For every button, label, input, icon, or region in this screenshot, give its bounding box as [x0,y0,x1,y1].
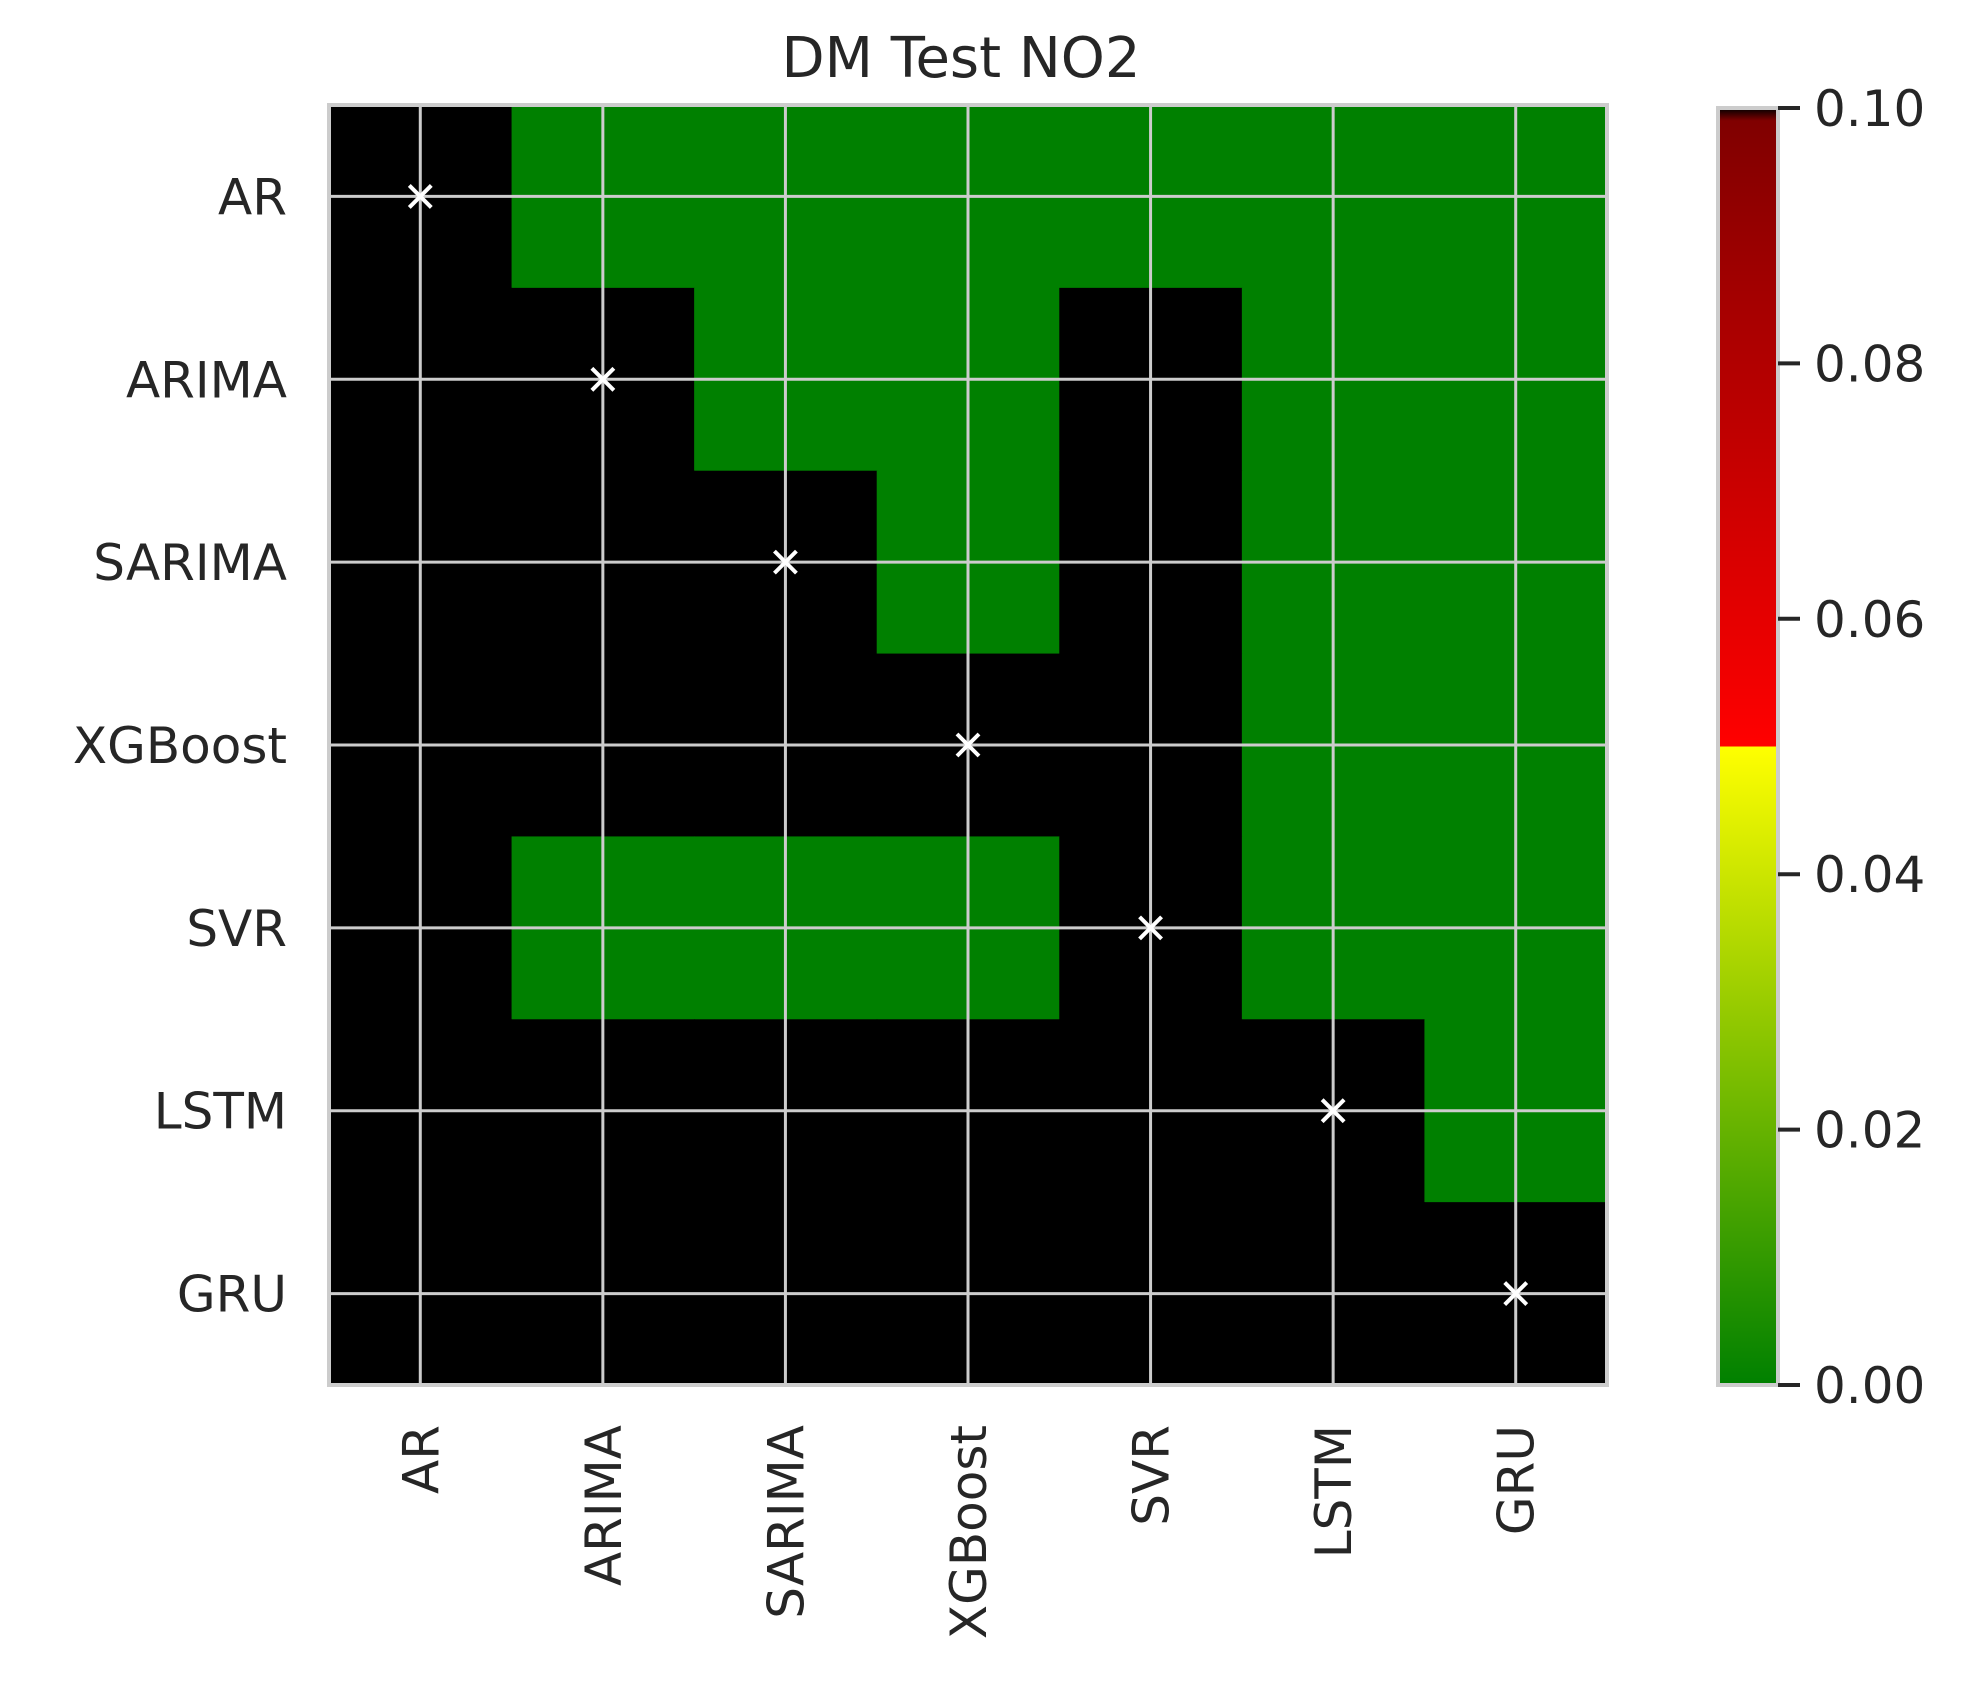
y-tick-label: SARIMA [93,534,287,592]
diagonal-marker-ARIMA [590,366,616,392]
x-tick-label: XGBoost [940,1425,998,1639]
diagonal-marker-SVR [1138,915,1163,941]
colorbar: 0.00 0.02 0.04 0.06 0.08 0.10 [1716,80,1925,1415]
diagonal-markers [407,184,1529,1306]
colorbar-tick-label: 0.06 [1814,591,1925,649]
diagonal-marker-LSTM [1320,1098,1346,1124]
marker-stroke [1503,1281,1529,1306]
marker-stroke [773,549,798,575]
diagonal-marker-XGBoost [955,732,981,758]
y-tick-label: ARIMA [126,351,287,409]
colorbar-tick-label: 0.08 [1814,335,1925,393]
colorbar-tick-label: 0.10 [1814,80,1925,138]
x-axis-tick-labels: AR ARIMA SARIMA XGBoost SVR LSTM GRU [392,1425,1545,1639]
grid-lines [329,105,1607,1385]
y-axis-tick-labels: AR ARIMA SARIMA XGBoost SVR LSTM GRU [73,168,287,1323]
x-tick-label: SVR [1123,1425,1181,1526]
colorbar-frame [1716,106,1780,1387]
diagonal-marker-SARIMA [773,549,798,575]
y-tick-label: AR [218,168,287,226]
colorbar-tick-label: 0.02 [1814,1102,1925,1160]
y-tick-label: GRU [177,1266,287,1324]
x-tick-label: SARIMA [757,1425,815,1619]
y-tick-label: LSTM [154,1083,287,1141]
y-tick-label: XGBoost [73,717,287,775]
diagonal-marker-AR [407,184,433,209]
diagonal-marker-GRU [1503,1281,1529,1306]
marker-stroke [407,184,433,209]
colorbar-tick-label: 0.00 [1814,1357,1925,1415]
marker-stroke [1138,915,1163,941]
marker-stroke [1320,1098,1346,1124]
marker-stroke [955,732,981,758]
y-tick-label: SVR [186,900,287,958]
colorbar-gradient [1718,108,1778,1385]
x-tick-label: LSTM [1305,1425,1363,1558]
x-tick-label: GRU [1488,1425,1546,1535]
x-tick-label: ARIMA [575,1425,633,1586]
plot-frame [327,103,1609,1387]
marker-stroke [590,366,616,392]
chart-title: DM Test NO2 [782,26,1141,91]
colorbar-tick-label: 0.04 [1814,846,1925,904]
x-tick-label: AR [392,1425,450,1494]
